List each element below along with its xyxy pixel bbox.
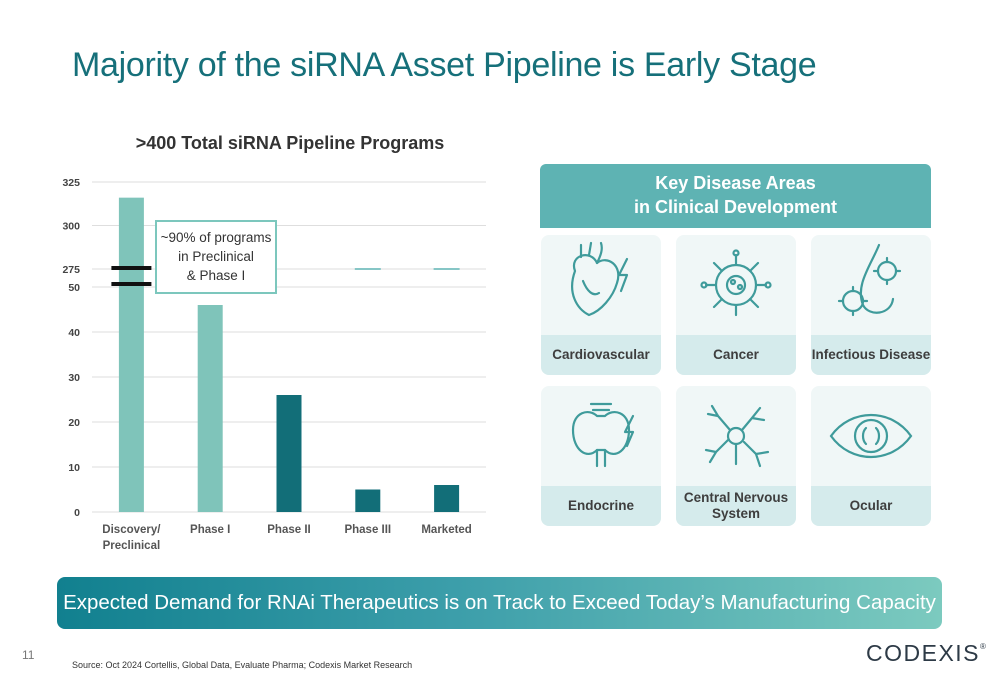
page-number: 11: [22, 648, 35, 662]
disease-label: Infectious Disease: [811, 335, 931, 375]
y-tick-label: 50: [68, 282, 80, 294]
bar: [197, 305, 223, 512]
disease-card-cns: Central Nervous System: [676, 386, 796, 526]
disease-panel-header-line-2: in Clinical Development: [633, 197, 838, 217]
x-tick-label: Discovery/: [102, 524, 161, 536]
source-note: Source: Oct 2024 Cortellis, Global Data,…: [72, 660, 413, 670]
callout-line-1: ~90% of programs: [160, 230, 272, 245]
virus-droplet-icon: [837, 243, 902, 317]
chart-title: >400 Total siRNA Pipeline Programs: [135, 133, 445, 153]
bar: [434, 485, 460, 512]
disease-panel-header-line-1: Key Disease Areas: [655, 173, 816, 193]
callout-line-3: & Phase I: [186, 268, 246, 283]
x-tick-label: Preclinical: [103, 540, 161, 552]
axis-break-mark: [111, 282, 152, 286]
disease-card-infectious: Infectious Disease: [811, 235, 931, 375]
x-tick-label: Phase II: [267, 524, 310, 536]
axis-break-mark: [111, 266, 152, 270]
callout-box: ~90% of programs in Preclinical & Phase …: [155, 220, 277, 294]
disease-card-ocular: Ocular: [811, 386, 931, 526]
disease-label: Cardiovascular: [541, 335, 661, 375]
disease-label: Endocrine: [541, 486, 661, 526]
neuron-icon: [704, 404, 770, 468]
disease-label: Cancer: [676, 335, 796, 375]
bar: [355, 489, 381, 512]
disease-card-cardiovascular: Cardiovascular: [541, 235, 661, 375]
pipeline-bar-chart: 0 10 20 30 40 50 275 300 325 Discovery/Preclinica…: [62, 177, 486, 552]
codexis-logo: CODEXIS®: [866, 640, 987, 667]
logo-text: CODEXIS: [866, 640, 981, 666]
eye-icon: [829, 414, 913, 458]
y-tick-label: 10: [68, 462, 80, 474]
disease-label: Central Nervous System: [676, 486, 796, 526]
y-tick-label: 300: [62, 221, 80, 233]
heart-icon: [571, 241, 629, 317]
bar: [118, 197, 144, 512]
slide-title: Majority of the siRNA Asset Pipeline is …: [72, 46, 817, 84]
disease-card-cancer: Cancer: [676, 235, 796, 375]
x-tick-label: Phase I: [190, 524, 230, 536]
cancer-cell-icon: [700, 249, 772, 317]
y-tick-label: 40: [68, 327, 80, 339]
disease-panel-header: Key Disease Areas in Clinical Developmen…: [540, 164, 931, 228]
thyroid-icon: [571, 402, 635, 468]
capacity-banner: Expected Demand for RNAi Therapeutics is…: [57, 577, 942, 629]
bar: [276, 395, 302, 512]
y-tick-label: 30: [68, 372, 80, 384]
y-tick-label: 325: [62, 177, 80, 189]
callout-line-2: in Preclinical: [178, 249, 254, 264]
disease-label: Ocular: [811, 486, 931, 526]
x-tick-label: Marketed: [421, 524, 472, 536]
logo-registered-mark: ®: [980, 642, 988, 651]
disease-card-endocrine: Endocrine: [541, 386, 661, 526]
y-tick-label: 0: [74, 507, 80, 519]
x-tick-label: Phase III: [344, 524, 391, 536]
y-tick-label: 20: [68, 417, 80, 429]
y-tick-label: 275: [62, 264, 80, 276]
